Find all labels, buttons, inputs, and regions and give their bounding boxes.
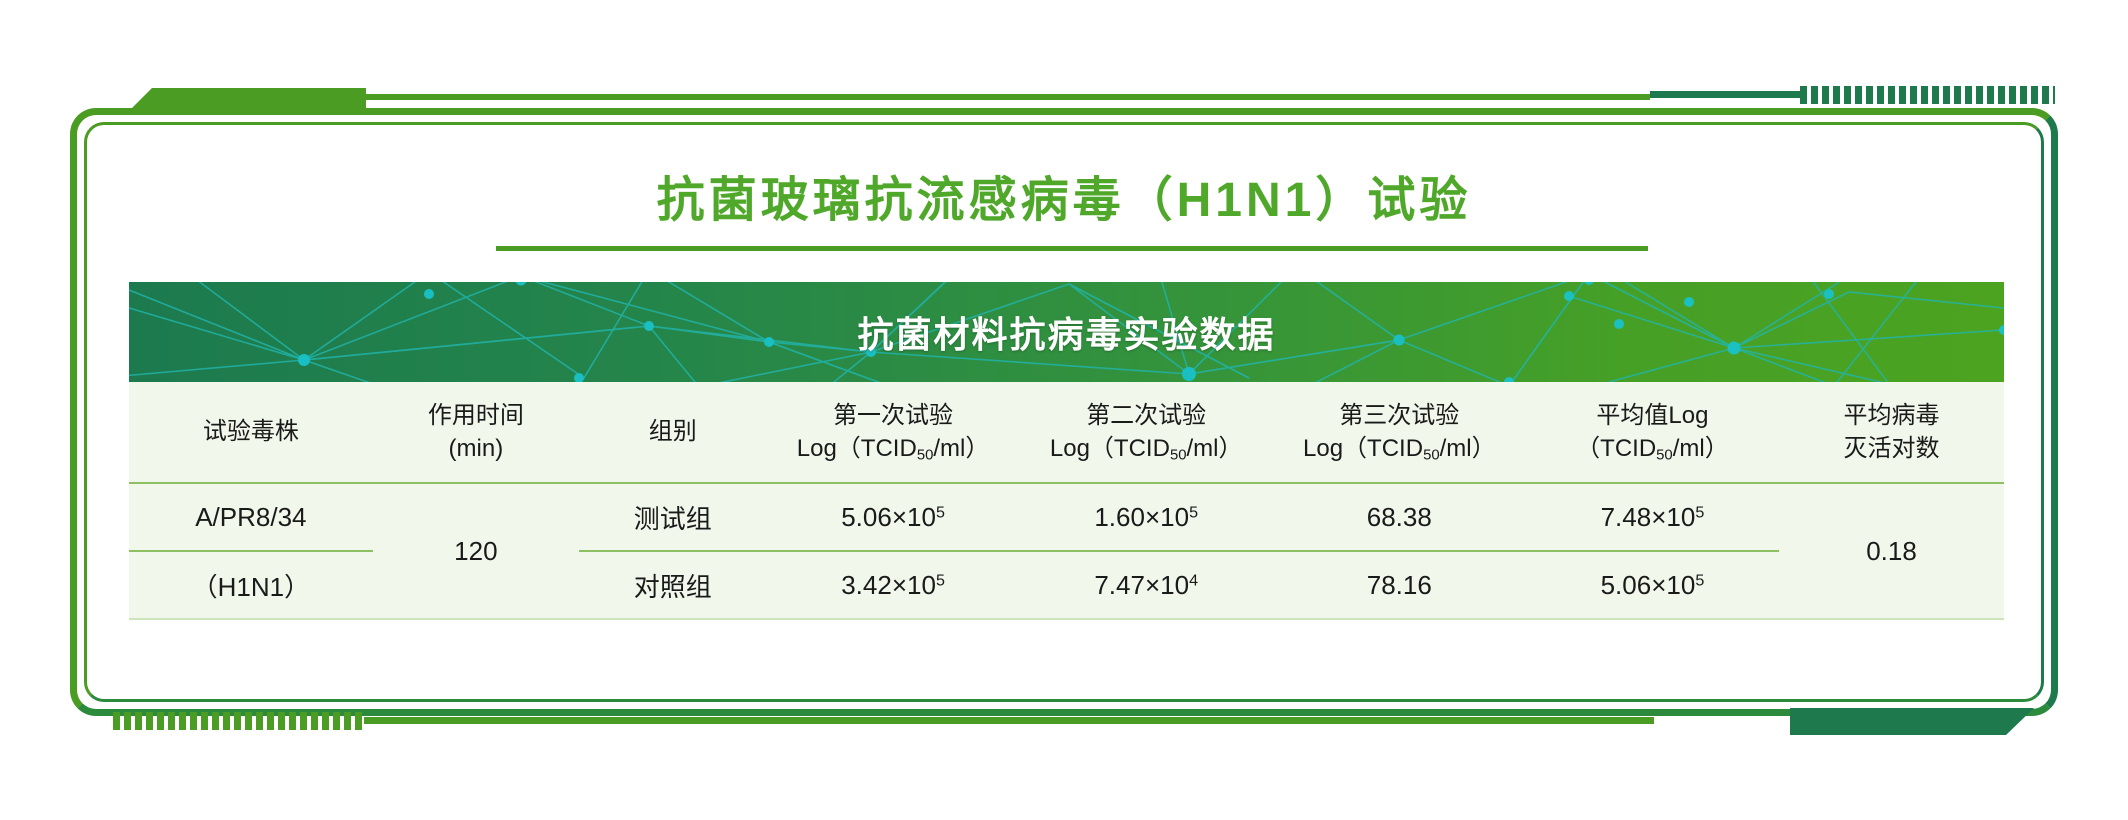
cell-group-test: 测试组 — [579, 484, 767, 550]
col-header-trial3-line2: Log（TCID50/ml） — [1303, 434, 1496, 463]
antiviral-data-table: 试验毒株 作用时间 (min) 组别 第一次试验 Log（TCID50/ml） … — [129, 382, 2004, 620]
row-divider-strain — [129, 550, 373, 552]
col-header-exposure-time-line1: 作用时间 — [427, 401, 524, 429]
col-header-exposure-time-line2: (min) — [448, 435, 504, 462]
col-header-trial3: 第三次试验 Log（TCID50/ml） — [1272, 382, 1526, 482]
cell-group-control: 对照组 — [579, 552, 767, 618]
cell-trial3-control: 78.16 — [1272, 552, 1526, 618]
cell-strain-line1: A/PR8/34 — [129, 484, 373, 550]
col-header-trial2: 第二次试验 Log（TCID50/ml） — [1019, 382, 1273, 482]
col-header-log-reduction-line1: 平均病毒 — [1843, 401, 1940, 429]
table-row: A/PR8/34 120 测试组 5.06×105 1.60×105 68.38… — [129, 484, 2004, 618]
page-title: 抗菌玻璃抗流感病毒（H1N1）试验 — [656, 174, 1472, 227]
top-left-rule — [360, 94, 1650, 100]
cell-avg-log-reduction: 0.18 — [1779, 484, 2004, 618]
cell-trial1-control: 3.42×105 — [766, 552, 1020, 618]
col-header-average: 平均值Log （TCID50/ml） — [1525, 382, 1779, 482]
card-body: 抗菌玻璃抗流感病毒（H1N1）试验 — [84, 122, 2044, 702]
col-header-average-line1: 平均值Log — [1596, 401, 1709, 429]
cell-trial3-test: 68.38 — [1272, 484, 1526, 550]
col-header-trial1-line1: 第一次试验 — [833, 401, 954, 429]
col-header-log-reduction-line2: 灭活对数 — [1843, 435, 1940, 462]
title-underline — [496, 246, 1648, 251]
top-left-slanted-bar — [126, 88, 366, 114]
banner-title: 抗菌材料抗病毒实验数据 — [857, 314, 1276, 355]
top-right-rule — [1650, 91, 1802, 98]
cell-trial2-test: 1.60×105 — [1019, 484, 1273, 550]
row-divider — [129, 550, 2004, 552]
header-separator-row — [129, 482, 2004, 484]
col-header-exposure-time: 作用时间 (min) — [372, 382, 579, 482]
col-header-trial2-line1: 第二次试验 — [1086, 401, 1207, 429]
network-pattern-decoration — [129, 282, 2004, 382]
cell-exposure-time: 120 — [372, 484, 579, 618]
col-header-trial3-line1: 第三次试验 — [1339, 401, 1460, 429]
cell-trial2-control: 7.47×104 — [1019, 552, 1273, 618]
col-header-trial1: 第一次试验 Log（TCID50/ml） — [766, 382, 1020, 482]
cell-average-control: 5.06×105 — [1525, 552, 1779, 618]
col-header-group: 组别 — [579, 382, 767, 482]
col-header-strain: 试验毒株 — [129, 382, 373, 482]
table-bottom-separator-row — [129, 618, 2004, 620]
col-header-average-line2: （TCID50/ml） — [1576, 434, 1729, 463]
table-row: （H1N1） 对照组 3.42×105 7.47×104 78.16 5.06×… — [129, 552, 2004, 618]
col-header-trial1-line2: Log（TCID50/ml） — [796, 434, 990, 463]
col-header-group-line1: 组别 — [648, 418, 697, 446]
table-bottom-separator — [129, 618, 2004, 620]
row-divider-main — [579, 550, 1779, 552]
top-right-dashed-bar — [1800, 86, 2055, 104]
bottom-left-dashed-bar — [113, 712, 365, 730]
cell-trial1-test: 5.06×105 — [766, 484, 1020, 550]
bottom-right-slanted-bar — [1790, 708, 2034, 735]
col-header-strain-line1: 试验毒株 — [202, 418, 299, 446]
col-header-log-reduction: 平均病毒 灭活对数 — [1779, 382, 2004, 482]
table-banner: 抗菌材料抗病毒实验数据 — [129, 282, 2004, 382]
col-header-trial2-line2: Log（TCID50/ml） — [1049, 434, 1243, 463]
table-header-row: 试验毒株 作用时间 (min) 组别 第一次试验 Log（TCID50/ml） … — [129, 382, 2004, 482]
cell-average-test: 7.48×105 — [1525, 484, 1779, 550]
bottom-left-rule — [364, 717, 1654, 724]
header-separator — [129, 482, 2004, 484]
cell-strain-line2: （H1N1） — [129, 552, 373, 618]
